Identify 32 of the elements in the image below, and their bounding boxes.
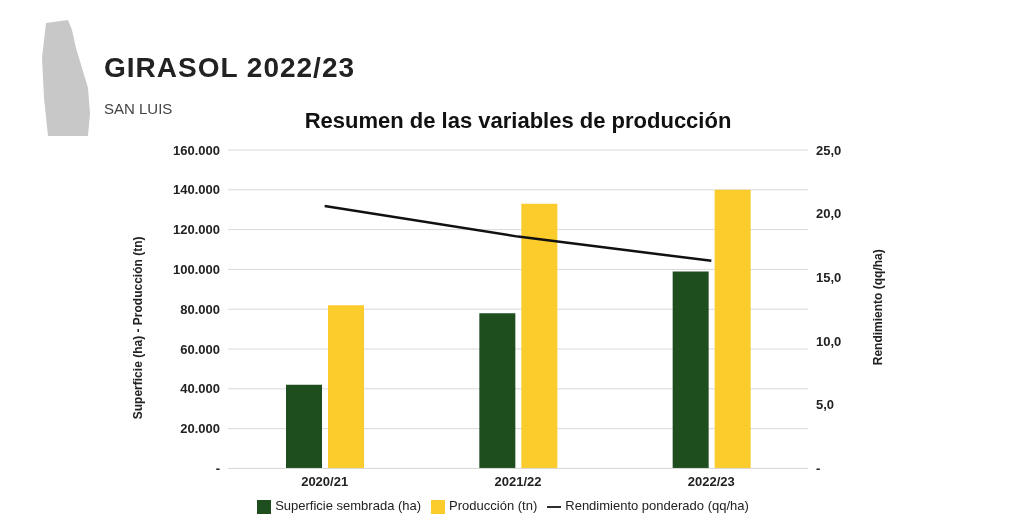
x-tick-label: 2022/23 bbox=[687, 473, 735, 489]
bar bbox=[672, 271, 709, 469]
chart-subtitle: SAN LUIS bbox=[104, 100, 173, 117]
bar bbox=[328, 305, 364, 469]
y-tick-label: 20.000 bbox=[180, 421, 220, 437]
y-axis-title: Superficie (ha) - Producción (tn) bbox=[131, 236, 146, 420]
bar bbox=[286, 384, 322, 469]
y-tick-label: 160.000 bbox=[173, 142, 220, 158]
text: Resumen de las variables de producción bbox=[303, 108, 733, 134]
y2-tick-label: 15,0 bbox=[816, 269, 842, 285]
y2-tick-label: - bbox=[816, 461, 821, 477]
y-tick-label: 60.000 bbox=[180, 341, 220, 357]
chart-title: GIRASOL 2022/23 bbox=[104, 52, 356, 84]
y-tick-label: 80.000 bbox=[180, 301, 220, 317]
y2-axis-title: Rendimiento (qq/ha) bbox=[871, 249, 886, 366]
y2-tick-label: 5,0 bbox=[816, 397, 835, 413]
y2-tick-label: 20,0 bbox=[816, 206, 842, 222]
bar bbox=[521, 203, 558, 469]
y-tick-label: - bbox=[215, 461, 220, 477]
legend-label: Producción (tn) bbox=[449, 498, 538, 514]
y-tick-label: 120.000 bbox=[173, 222, 220, 238]
y2-tick-label: 25,0 bbox=[816, 142, 842, 158]
x-tick-label: 2020/21 bbox=[301, 473, 349, 489]
y2-tick-label: 10,0 bbox=[816, 333, 842, 349]
bar bbox=[479, 313, 516, 469]
y-tick-label: 100.000 bbox=[173, 262, 220, 278]
legend-label: Rendimiento ponderado (qq/ha) bbox=[565, 498, 749, 514]
y-tick-label: 140.000 bbox=[173, 182, 220, 198]
bar bbox=[714, 189, 751, 469]
y-tick-label: 40.000 bbox=[180, 381, 220, 397]
x-tick-label: 2021/22 bbox=[494, 473, 542, 489]
legend-label: Superficie sembrada (ha) bbox=[275, 498, 422, 514]
